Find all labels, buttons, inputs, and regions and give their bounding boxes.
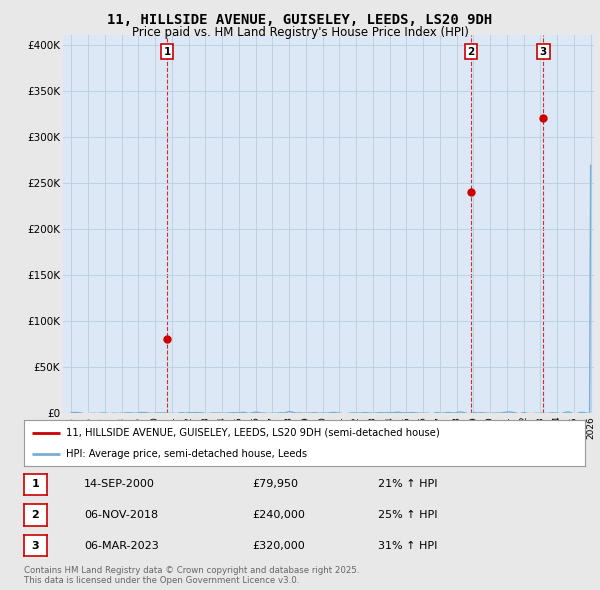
Text: 1: 1	[163, 47, 170, 57]
Text: 06-MAR-2023: 06-MAR-2023	[84, 541, 159, 550]
Text: £240,000: £240,000	[252, 510, 305, 520]
Text: £320,000: £320,000	[252, 541, 305, 550]
Text: 21% ↑ HPI: 21% ↑ HPI	[378, 480, 437, 489]
Text: 2: 2	[32, 510, 39, 520]
Text: 25% ↑ HPI: 25% ↑ HPI	[378, 510, 437, 520]
Text: 1: 1	[32, 480, 39, 489]
Text: 31% ↑ HPI: 31% ↑ HPI	[378, 541, 437, 550]
Text: 14-SEP-2000: 14-SEP-2000	[84, 480, 155, 489]
Text: HPI: Average price, semi-detached house, Leeds: HPI: Average price, semi-detached house,…	[66, 448, 307, 458]
Text: 3: 3	[540, 47, 547, 57]
Text: 2: 2	[467, 47, 475, 57]
Text: 3: 3	[32, 541, 39, 550]
Text: 11, HILLSIDE AVENUE, GUISELEY, LEEDS, LS20 9DH (semi-detached house): 11, HILLSIDE AVENUE, GUISELEY, LEEDS, LS…	[66, 428, 440, 438]
Text: Price paid vs. HM Land Registry's House Price Index (HPI): Price paid vs. HM Land Registry's House …	[131, 26, 469, 39]
Text: 06-NOV-2018: 06-NOV-2018	[84, 510, 158, 520]
Text: 11, HILLSIDE AVENUE, GUISELEY, LEEDS, LS20 9DH: 11, HILLSIDE AVENUE, GUISELEY, LEEDS, LS…	[107, 13, 493, 27]
Text: £79,950: £79,950	[252, 480, 298, 489]
Text: Contains HM Land Registry data © Crown copyright and database right 2025.
This d: Contains HM Land Registry data © Crown c…	[24, 566, 359, 585]
